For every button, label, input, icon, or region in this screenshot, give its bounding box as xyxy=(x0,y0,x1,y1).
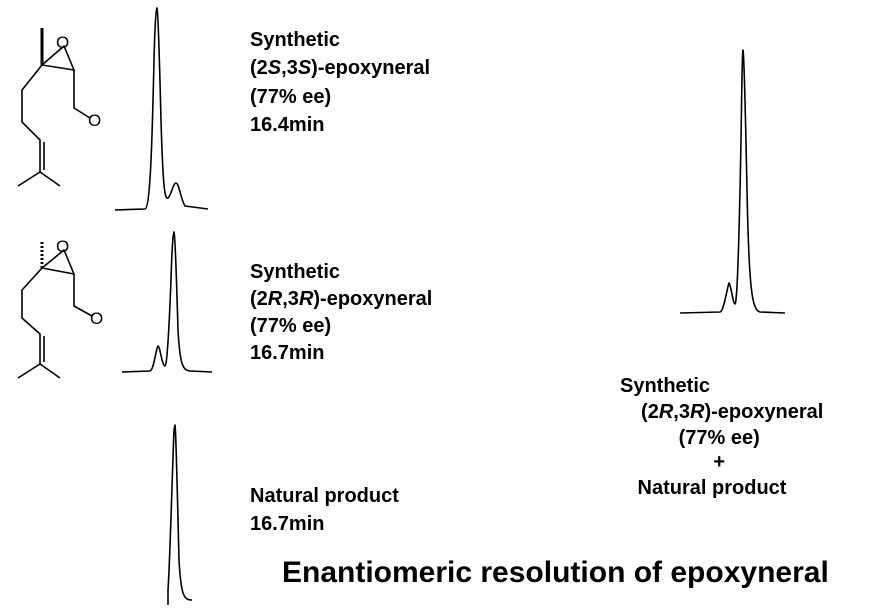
text: Synthetic xyxy=(620,375,710,397)
text: ,3 xyxy=(282,288,299,310)
label: Natural product 16.7min xyxy=(250,485,404,535)
text: (77% ee) xyxy=(679,427,760,449)
text: 16.4min xyxy=(250,114,324,136)
text: R xyxy=(690,401,705,423)
text: )-epoxyneral xyxy=(313,288,432,310)
svg-text:O: O xyxy=(88,111,101,130)
text: Natural product xyxy=(638,477,787,499)
text: ,3 xyxy=(673,401,690,423)
chromatogram xyxy=(679,49,786,314)
svg-text:O: O xyxy=(90,309,103,328)
text: (77% ee) xyxy=(250,315,331,337)
chromatogram xyxy=(114,7,209,211)
text: + xyxy=(713,451,725,473)
text: Synthetic xyxy=(250,29,340,51)
text: (2 xyxy=(250,57,268,79)
text: ,3 xyxy=(281,57,298,79)
text: (2 xyxy=(250,288,268,310)
title: Enantiomeric resolution of epoxyneral xyxy=(282,556,829,589)
text: Natural product xyxy=(250,485,399,507)
label: Synthetic (2S,3S)-epoxyneral (77% ee) 16… xyxy=(250,29,436,136)
svg-text:O: O xyxy=(56,237,69,256)
text: )-epoxyneral xyxy=(704,401,823,423)
chromatogram xyxy=(167,424,193,605)
text: R xyxy=(299,288,314,310)
text: S xyxy=(268,57,282,79)
chromatogram xyxy=(121,231,213,373)
label: Synthetic (2R,3R)-epoxyneral (77% ee) 16… xyxy=(250,261,438,364)
text: 16.7min xyxy=(250,513,324,535)
text: S xyxy=(298,57,312,79)
text: R xyxy=(659,401,674,423)
label: Synthetic (2R,3R)-epoxyneral (77% ee) + … xyxy=(620,375,829,499)
structure: O O xyxy=(17,28,101,187)
text: R xyxy=(268,288,283,310)
text: (77% ee) xyxy=(250,86,331,108)
text: Synthetic xyxy=(250,261,340,283)
structure: O O xyxy=(17,237,103,379)
svg-text:O: O xyxy=(56,33,69,52)
text: 16.7min xyxy=(250,342,324,364)
text: )-epoxyneral xyxy=(311,57,430,79)
text: (2 xyxy=(641,401,659,423)
